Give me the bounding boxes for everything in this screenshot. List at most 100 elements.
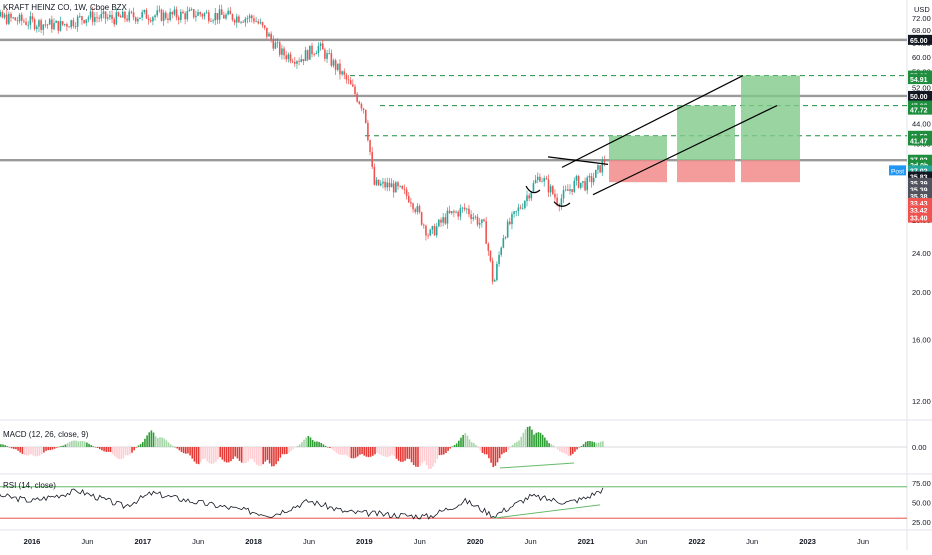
macd-bar xyxy=(238,447,241,461)
macd-bar xyxy=(374,447,376,455)
candle-body xyxy=(216,13,219,20)
candle-body xyxy=(1,12,4,18)
macd-bar xyxy=(101,447,103,451)
candle-body xyxy=(276,42,279,44)
macd-bar xyxy=(559,447,561,452)
rsi-title[interactable]: RSI (14, close) xyxy=(3,481,56,490)
macd-bar xyxy=(346,447,348,456)
candle-body xyxy=(152,17,154,22)
macd-bar xyxy=(449,447,452,449)
macd-bar xyxy=(206,447,209,462)
candle-body xyxy=(375,179,378,185)
candle-body xyxy=(485,221,487,244)
macd-bar xyxy=(2,444,4,447)
macd-bar xyxy=(176,447,178,449)
candle-body xyxy=(302,59,305,62)
candle-body xyxy=(160,9,163,21)
macd-bar xyxy=(475,445,477,447)
candle-body xyxy=(124,11,126,19)
macd-bar xyxy=(378,447,381,455)
macd-bar xyxy=(415,447,417,467)
candle-body xyxy=(190,9,193,10)
macd-bar xyxy=(556,447,559,450)
macd-bar xyxy=(462,434,464,447)
macd-bar xyxy=(12,447,15,449)
candle-body xyxy=(386,182,389,188)
macd-bar xyxy=(262,447,264,465)
macd-bar xyxy=(225,447,228,463)
macd-bar xyxy=(481,447,484,453)
time-tick-label: 2022 xyxy=(688,537,705,546)
macd-bar xyxy=(109,447,112,453)
candle-body xyxy=(119,15,122,18)
price-tick-label: 20.00 xyxy=(912,288,931,297)
macd-bar xyxy=(335,447,338,453)
candle-body xyxy=(341,71,343,75)
macd-bar xyxy=(141,442,144,447)
candle-body xyxy=(364,109,367,123)
profit-zone xyxy=(677,105,735,161)
candle-body xyxy=(91,11,94,22)
macd-bar xyxy=(258,447,260,466)
macd-bar xyxy=(419,447,421,466)
candle-body xyxy=(446,210,449,224)
candle-body xyxy=(504,237,507,239)
candle-body xyxy=(526,195,528,202)
macd-bar xyxy=(178,447,181,451)
macd-bar xyxy=(195,447,198,464)
macd-bar xyxy=(286,447,288,454)
candle-body xyxy=(36,26,38,29)
macd-title[interactable]: MACD (12, 26, close, 9) xyxy=(3,430,89,439)
macd-bar xyxy=(103,447,105,452)
candle-body xyxy=(407,195,410,203)
macd-bar xyxy=(365,447,368,457)
macd-bar xyxy=(221,447,224,460)
candle-body xyxy=(405,189,408,196)
macd-bar xyxy=(528,426,531,447)
macd-bar xyxy=(105,447,108,452)
macd-bar xyxy=(266,447,269,460)
macd-bar xyxy=(341,447,344,456)
macd-bar xyxy=(393,447,396,457)
time-tick-label: Jun xyxy=(192,537,204,546)
macd-bar xyxy=(292,447,295,449)
candle-body xyxy=(459,208,462,217)
price-label-bg xyxy=(908,171,932,182)
macd-bar xyxy=(210,447,213,464)
macd-bar xyxy=(359,447,361,455)
candle-body xyxy=(536,176,539,180)
macd-bar xyxy=(432,447,434,467)
macd-bar xyxy=(129,447,131,455)
candle-body xyxy=(109,15,111,18)
candle-body xyxy=(360,103,363,109)
macd-bar xyxy=(518,440,520,447)
symbol-title[interactable]: KRAFT HEINZ CO, 1W, Cboe BZX xyxy=(3,3,127,12)
candle-body xyxy=(349,80,352,85)
candle-body xyxy=(418,206,421,213)
macd-bar xyxy=(354,447,357,458)
candle-body xyxy=(577,176,580,188)
candle-body xyxy=(44,24,47,26)
macd-bar xyxy=(294,447,297,448)
candle-body xyxy=(171,11,174,15)
candle-body xyxy=(167,18,169,20)
macd-bar xyxy=(589,441,591,447)
macd-bar xyxy=(490,447,492,463)
macd-bar xyxy=(62,445,65,447)
candle-body xyxy=(487,243,490,251)
macd-bar xyxy=(161,437,163,447)
candle-body xyxy=(255,21,257,23)
candle-body xyxy=(235,16,238,23)
candle-body xyxy=(457,211,459,217)
macd-bar xyxy=(34,447,37,457)
candle-body xyxy=(8,13,10,24)
macd-bar xyxy=(544,437,546,447)
candle-body xyxy=(474,216,477,218)
candle-body xyxy=(425,225,427,236)
candle-body xyxy=(410,202,412,204)
macd-bar xyxy=(550,444,553,447)
time-tick-label: 2019 xyxy=(356,537,373,546)
